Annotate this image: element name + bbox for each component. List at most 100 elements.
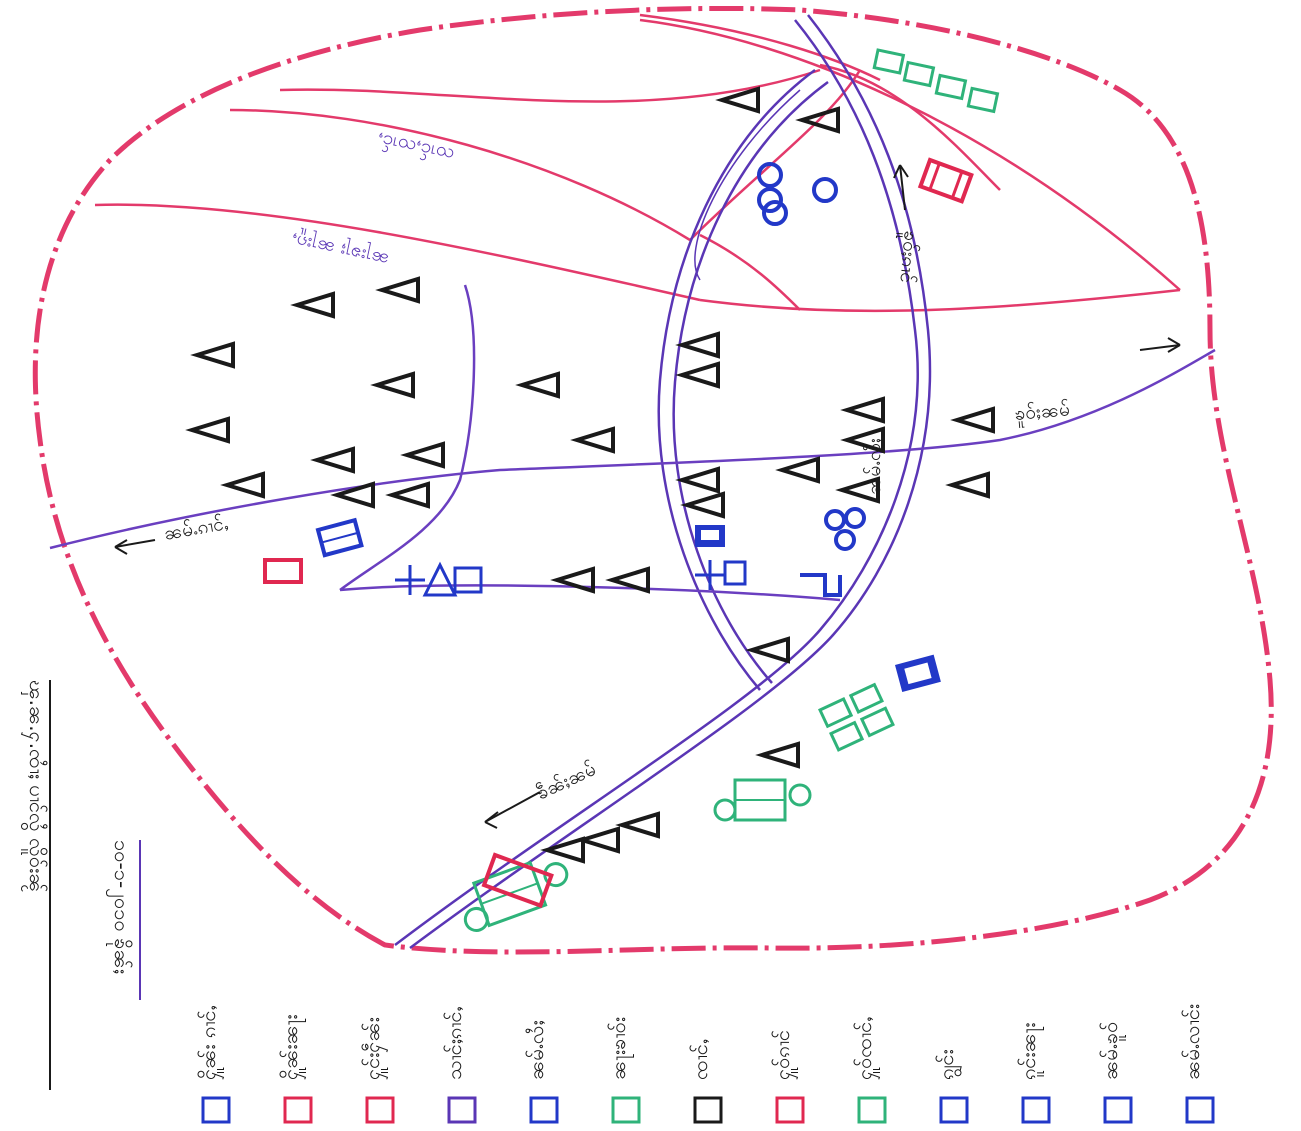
buildings	[263, 48, 1000, 932]
legend-item: ၸၢင်ႇ	[688, 1039, 723, 1124]
triangle-icon	[290, 291, 335, 319]
field-plot-icon	[818, 682, 895, 752]
triangle-icon	[840, 396, 885, 424]
main-roads	[394, 14, 932, 950]
triangle-icon	[515, 371, 560, 399]
temple-icon	[695, 525, 725, 547]
well-icon	[800, 573, 842, 597]
house-icon	[895, 654, 941, 693]
shop-icon	[283, 1096, 313, 1124]
triangle-icon	[675, 361, 720, 389]
legend-label: ႁူဝ်ၵၢင်	[770, 1030, 798, 1080]
triangle-icon	[570, 426, 615, 454]
map-title: ၾ.ၼ.ႁ.ၸၢႆႈ ပၢင်လွႆ လိူဝ်းၼႂ်	[21, 680, 49, 893]
triangle-icon	[615, 811, 660, 839]
legend-item: ၼမ်ႉလၢင်း	[1180, 1004, 1215, 1124]
stream-label: ၼမ်ႉလႆႈ	[862, 438, 885, 495]
well-icon	[1103, 1096, 1133, 1124]
triangle-icon	[550, 566, 595, 594]
legend-item: ၼမ်ႉၶူဝ်	[1098, 1022, 1133, 1124]
legend-label: ၼမ်ႉၶူဝ်	[1098, 1022, 1126, 1080]
school-icon	[263, 558, 303, 584]
road-label: ၶဵၼ်ႈၼမ်	[532, 757, 599, 805]
legend-label: ၼမ်ႉလၢင်း	[1180, 1004, 1204, 1080]
triangle-icon	[190, 341, 235, 369]
house-icon	[201, 1096, 231, 1124]
triangle-icon	[693, 1096, 723, 1124]
triangle-icon	[540, 836, 585, 864]
river-icon	[529, 1096, 559, 1124]
triangle-icon	[370, 371, 415, 399]
map-legend: ႁိူၼ်း ၵၢင်ႇ ႁိူၼ်းၼႃး ႁူင်းႁဵၼ်း သၢင်ႈၵၢင်…	[196, 1004, 1215, 1124]
direction-arrows	[114, 164, 1181, 829]
legend-label: ၼမ်ႉလႆႈ	[524, 1020, 548, 1080]
house-icon	[315, 517, 364, 558]
legend-label: ၵျွင်း	[934, 1049, 963, 1080]
legend-label: ႁူဝ်ၸၢင်ႇ	[852, 1017, 880, 1080]
bell-tower-icon	[695, 560, 747, 590]
cart-icon	[463, 860, 569, 932]
school-icon	[365, 1096, 395, 1124]
legend-item: ႁိူၼ်းၼႃး	[278, 1015, 313, 1124]
legend-label: ၸၢင်ႇ	[688, 1039, 712, 1080]
shop-icon	[481, 852, 554, 909]
legend-item: ႁူဝ်ၵၢင်	[770, 1030, 805, 1124]
house-icon	[917, 157, 974, 204]
legend-item: သၢင်ႈၵၢင်ႇ	[442, 1007, 477, 1124]
triangle-icon	[220, 471, 265, 499]
triangle-markers	[185, 86, 995, 864]
triangle-icon	[680, 491, 725, 519]
map-header: ၾ.ၼ.ႁ.ၸၢႆႈ ပၢင်လွႆ လိူဝ်းၼႂ် ၁၀-၁-၂၀၁၀ ၶ…	[21, 680, 141, 1090]
triangle-icon	[185, 416, 230, 444]
streams	[49, 284, 1216, 602]
triangle-icon	[575, 826, 620, 854]
pagoda-icon	[395, 561, 483, 597]
legend-item: ၵူင်းၼႃး	[1016, 1023, 1051, 1124]
temple-icon	[939, 1096, 969, 1124]
legend-label: သၢင်ႈၵၢင်ႇ	[442, 1007, 466, 1080]
legend-label: ႁိူၼ်းၼႃး	[278, 1015, 306, 1080]
triangle-icon	[795, 106, 840, 134]
triangle-icon	[605, 566, 650, 594]
triangle-icon	[675, 466, 720, 494]
map-labels: ၶဵၼ်ႈၼမ် ၶူဝ်ႈၵၢင် ၶူဝ်ႈၼမ် ၸၢင်ႇၸၢင်ႇ ၼ…	[162, 129, 1071, 805]
field-plot-icon	[611, 1096, 641, 1124]
legend-item: ႁိူၼ်း ၵၢင်ႇ	[196, 1005, 231, 1124]
legend-item: ႁူင်းႁဵၼ်း	[360, 1017, 395, 1124]
triangle-icon	[330, 481, 375, 509]
triangle-icon	[745, 636, 790, 664]
triangle-icon	[385, 481, 430, 509]
triangle-icon	[755, 741, 800, 769]
triangle-icon	[775, 456, 820, 484]
map-date: ၁၀-၁-၂၀၁၀ ၶိုၼ်ႈ	[106, 840, 134, 974]
legend-item: ၵျွင်း	[934, 1049, 969, 1124]
field-boundaries	[94, 13, 1181, 313]
triangle-icon	[310, 446, 355, 474]
triangle-icon	[400, 441, 445, 469]
field-label: ၸၢင်ႇၸၢင်ႇ	[375, 129, 456, 168]
cart-icon	[857, 1096, 887, 1124]
legend-label: ၼႃးၶၢဝ်း	[606, 1017, 634, 1080]
triangle-icon	[950, 406, 995, 434]
triangle-icon	[945, 471, 990, 499]
triangle-icon	[835, 476, 880, 504]
legend-item: ၼမ်ႉလႆႈ	[524, 1020, 559, 1124]
legend-label: ႁိူၼ်း ၵၢင်ႇ	[196, 1005, 224, 1080]
legend-item: ၼႃးၶၢဝ်း	[606, 1017, 641, 1124]
cart-icon	[713, 778, 812, 822]
road-icon	[447, 1096, 477, 1124]
monastery-icon	[775, 1096, 805, 1124]
triangle-icon	[675, 331, 720, 359]
triangle-icon	[715, 86, 760, 114]
triangle-icon	[840, 426, 885, 454]
pagoda-icon	[1021, 1096, 1051, 1124]
road-label: ၶူဝ်ႈၵၢင်	[891, 229, 922, 284]
bell-tower-icon	[1185, 1096, 1215, 1124]
monastery-icon	[757, 162, 866, 551]
legend-label: ၵူင်းၼႃး	[1016, 1023, 1044, 1080]
field-plot-icon	[872, 48, 1000, 114]
legend-item: ႁူဝ်ၸၢင်ႇ	[852, 1017, 887, 1124]
village-boundary	[32, 5, 1274, 955]
legend-label: ႁူင်းႁဵၼ်း	[360, 1017, 388, 1080]
